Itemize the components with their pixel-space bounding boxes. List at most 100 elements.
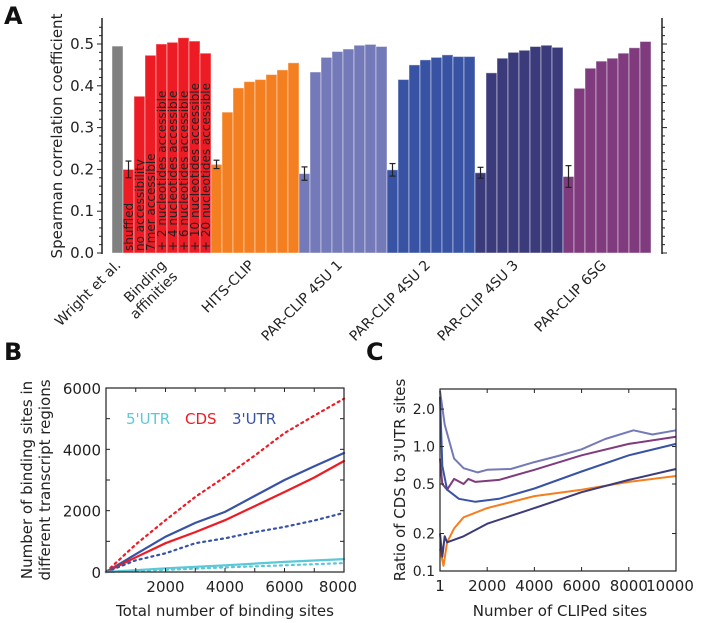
legend-entry: 5'UTR bbox=[126, 410, 170, 428]
y-tick-label: 0.3 bbox=[70, 119, 94, 137]
series-line-3utr-solid bbox=[104, 451, 346, 574]
category-label: PAR-CLIP 4SU 1 bbox=[259, 258, 346, 345]
x-tick-label: 4000 bbox=[206, 578, 244, 596]
bar bbox=[474, 172, 487, 254]
bar bbox=[221, 111, 234, 254]
bar-label: + 6 nucleotides accessible bbox=[177, 91, 191, 251]
y-tick-label: 1.0 bbox=[413, 440, 435, 456]
bar bbox=[606, 57, 619, 254]
category-label: PAR-CLIP 6SG bbox=[532, 258, 610, 336]
y-tick-label: 0.0 bbox=[70, 244, 94, 262]
series-line-5utr-dotted bbox=[104, 562, 346, 574]
bar bbox=[430, 56, 443, 254]
y-tick-label: 0.2 bbox=[70, 160, 94, 178]
y-tick-label: 0.4 bbox=[70, 77, 94, 95]
bar bbox=[485, 72, 498, 254]
bar-label: + 10 nucleotides accessible bbox=[188, 83, 202, 251]
y-tick-label: 2000 bbox=[63, 503, 101, 521]
bar bbox=[254, 79, 267, 254]
bar bbox=[551, 46, 564, 254]
y-axis-title: Ratio of CDS to 3'UTR sites bbox=[391, 379, 409, 582]
x-tick-label: 1 bbox=[435, 577, 445, 595]
series-line-par-clip-4su-1 bbox=[439, 390, 677, 474]
x-tick-label: 6000 bbox=[265, 578, 303, 596]
bar bbox=[452, 56, 465, 254]
category-label: Bindingaffinities bbox=[116, 258, 181, 323]
x-tick-label: 6000 bbox=[562, 577, 600, 595]
bar bbox=[287, 62, 300, 254]
bar bbox=[639, 40, 652, 254]
bar bbox=[397, 79, 410, 254]
bar bbox=[298, 173, 311, 254]
y-tick-label: 6000 bbox=[63, 380, 101, 398]
bar bbox=[342, 48, 355, 254]
series-line-par-clip-4su-3 bbox=[439, 468, 677, 558]
bar bbox=[507, 51, 520, 254]
bar-label: + 2 nucleotides accessible bbox=[155, 91, 169, 251]
series-line-cds-solid bbox=[104, 459, 346, 574]
bar bbox=[463, 56, 476, 254]
bar bbox=[573, 87, 586, 254]
panel-label-c: C bbox=[366, 338, 384, 366]
x-tick-label: 10000 bbox=[646, 577, 694, 595]
y-tick-label: 0.1 bbox=[413, 564, 435, 580]
bar bbox=[353, 44, 366, 254]
category-label: Wright et al. bbox=[52, 258, 124, 330]
y-tick-label: 0 bbox=[91, 564, 101, 582]
bar-label: shuffled bbox=[122, 203, 136, 251]
category-label: HITS-CLIP bbox=[199, 258, 258, 317]
y-tick-label: 2.0 bbox=[413, 402, 435, 418]
bar bbox=[518, 49, 531, 254]
bar bbox=[243, 81, 256, 254]
chart-b: 2000 4000 6000 8000 0 2000 4000 6000 Total numbe… bbox=[18, 379, 357, 620]
y-tick-label: 0.1 bbox=[70, 202, 94, 220]
y-axis-title: Number of binding sites indifferent tran… bbox=[18, 379, 54, 580]
x-tick-label: 2000 bbox=[146, 578, 184, 596]
series-line-par-clip-6sg bbox=[439, 435, 677, 491]
bar bbox=[628, 47, 641, 254]
x-axis-title: Total number of binding sites bbox=[115, 602, 334, 620]
bar bbox=[408, 64, 421, 254]
x-tick-label: 8000 bbox=[319, 578, 357, 596]
bar bbox=[111, 45, 124, 254]
y-tick-label: 0.5 bbox=[413, 477, 435, 493]
x-tick-label: 8000 bbox=[610, 577, 648, 595]
bar bbox=[364, 43, 377, 254]
bar bbox=[584, 67, 597, 254]
bar-label: 7mer accessible bbox=[144, 153, 158, 251]
legend-entry: CDS bbox=[185, 410, 217, 428]
bar bbox=[276, 69, 289, 254]
y-tick-label: 4000 bbox=[63, 441, 101, 459]
y-tick-label: 0.5 bbox=[70, 35, 94, 53]
x-axis-title: Number of CLIPed sites bbox=[473, 602, 648, 620]
bar bbox=[199, 52, 212, 254]
bar bbox=[540, 44, 553, 254]
panel-label-b: B bbox=[4, 338, 22, 366]
bar bbox=[331, 51, 344, 254]
bar bbox=[562, 176, 575, 254]
bar bbox=[595, 60, 608, 254]
series-line-cds-dotted bbox=[104, 397, 346, 574]
y-tick-label: 0.2 bbox=[413, 527, 435, 543]
bar bbox=[232, 87, 245, 254]
plot-frame bbox=[439, 388, 677, 572]
panel-label-a: A bbox=[4, 2, 23, 30]
bar-label: no accessibility bbox=[133, 159, 147, 251]
bar bbox=[386, 169, 399, 254]
bar bbox=[375, 46, 388, 254]
bar bbox=[265, 74, 278, 254]
x-tick-label: 2000 bbox=[468, 577, 506, 595]
bar bbox=[210, 163, 223, 254]
series-line-5utr-solid bbox=[104, 558, 346, 574]
series-line-hits-clip bbox=[439, 475, 677, 567]
category-label: PAR-CLIP 4SU 2 bbox=[347, 258, 434, 345]
series-line-3utr-dotted bbox=[104, 511, 346, 574]
series-line-par-clip-4su-2 bbox=[439, 396, 677, 503]
bar bbox=[441, 54, 454, 254]
category-label: PAR-CLIP 4SU 3 bbox=[435, 258, 522, 345]
bar bbox=[496, 57, 509, 254]
bar bbox=[309, 71, 322, 254]
bar bbox=[529, 46, 542, 254]
